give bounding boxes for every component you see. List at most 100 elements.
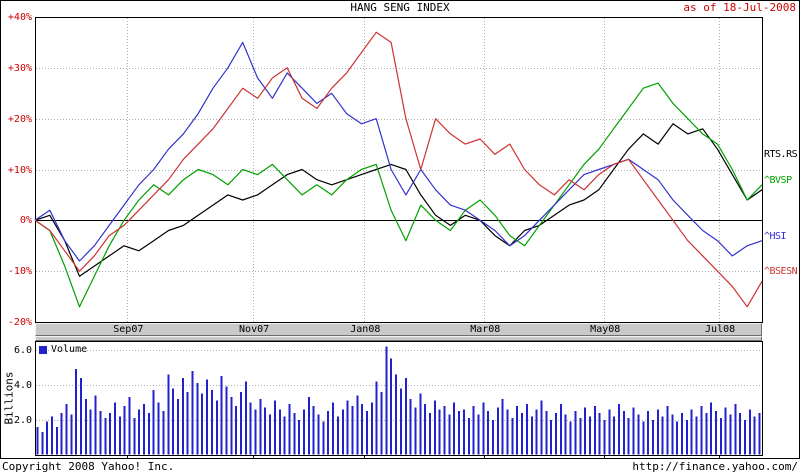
volume-bar (598, 412, 601, 455)
volume-bar (172, 388, 175, 455)
volume-bar (559, 404, 562, 455)
volume-bar (196, 383, 199, 455)
volume-bar (724, 407, 727, 455)
volume-bar (564, 414, 567, 455)
volume-bar (651, 419, 654, 455)
x-axis-label: Sep07 (113, 324, 144, 335)
volume-bar (535, 409, 538, 455)
volume-bar (239, 391, 242, 455)
volume-bar (618, 404, 621, 455)
volume-bar (302, 409, 305, 455)
volume-bar (540, 400, 543, 455)
chart-footer: Copyright 2008 Yahoo! Inc. http://financ… (2, 461, 798, 473)
series-line-^HSI (34, 41, 763, 262)
volume-bar (385, 346, 388, 455)
volume-bar (278, 409, 281, 455)
volume-bar (487, 411, 490, 455)
volume-bar (283, 416, 286, 455)
volume-bar (666, 405, 669, 455)
volume-bar (230, 397, 233, 455)
volume-bar (414, 407, 417, 455)
volume-bar (322, 421, 325, 455)
volume-bar (46, 421, 49, 455)
volume-bar (109, 412, 112, 455)
series-label-RTS.RS: RTS.RS (764, 149, 798, 161)
volume-y-axis-label: 4.0 (13, 379, 32, 391)
volume-bar (569, 421, 572, 455)
volume-y-axis-label: 6.0 (13, 344, 32, 356)
volume-bar (748, 409, 751, 455)
volume-bar (341, 409, 344, 455)
volume-bar (603, 419, 606, 455)
volume-bar (293, 412, 296, 455)
volume-bar (550, 419, 553, 455)
volume-legend: Volume (39, 345, 87, 355)
volume-bar (152, 390, 155, 455)
volume-bar (647, 411, 650, 455)
volume-bar (681, 412, 684, 455)
volume-bar (395, 374, 398, 455)
volume-bar (206, 379, 209, 455)
series-label-^BVSP: ^BVSP (764, 174, 792, 186)
volume-bar (84, 398, 87, 455)
volume-bar (530, 416, 533, 455)
volume-bar (671, 414, 674, 455)
volume-bar (191, 370, 194, 455)
volume-bar (264, 407, 267, 455)
series-line-RTS.RS (34, 123, 763, 277)
volume-bar (176, 398, 179, 455)
volume-bar (351, 405, 354, 455)
volume-bar (613, 416, 616, 455)
volume-bar (366, 411, 368, 455)
volume-bar (143, 404, 146, 455)
volume-bar (409, 398, 412, 455)
chart-title: HANG SENG INDEX (350, 1, 450, 14)
volume-bar (404, 377, 407, 455)
volume-bar (656, 409, 659, 455)
volume-bar (162, 411, 165, 455)
volume-bar (41, 432, 44, 455)
volume-bar (104, 418, 107, 455)
volume-bar (361, 404, 364, 455)
volume-bar (147, 412, 150, 455)
series-line-^BSESN (34, 31, 763, 308)
volume-bar (55, 426, 58, 455)
volume-bar (511, 418, 514, 455)
main-plot-frame (35, 17, 763, 323)
series-label-^BSESN: ^BSESN (764, 266, 798, 278)
volume-bar (399, 388, 402, 455)
volume-bar (695, 416, 698, 455)
y-axis-label: +20% (7, 113, 32, 125)
volume-bar (225, 386, 228, 455)
volume-bar (579, 418, 582, 455)
chart-header: HANG SENG INDEX as of 18-Jul-2008 (0, 2, 800, 15)
volume-bar (220, 376, 223, 455)
volume-bar (458, 411, 461, 455)
volume-bar (157, 402, 160, 455)
volume-bar (75, 369, 78, 455)
volume-bar (380, 391, 383, 455)
y-axis-label: +40% (7, 12, 32, 23)
volume-legend-label: Volume (51, 344, 88, 355)
volume-bar (753, 416, 756, 455)
volume-bar (705, 412, 708, 455)
volume-bar (729, 414, 732, 455)
volume-bar (588, 416, 591, 455)
volume-bar (288, 404, 291, 455)
volume-bar (443, 405, 446, 455)
volume-bar (429, 412, 431, 455)
volume-bar (525, 404, 528, 455)
volume-bar (492, 419, 495, 455)
volume-bar (210, 390, 213, 455)
volume-bar (370, 402, 373, 455)
volume-bar (555, 412, 558, 455)
volume-bar (138, 409, 141, 455)
y-axis-label: +10% (7, 164, 32, 176)
volume-bar (80, 377, 83, 455)
volume-bar (123, 405, 126, 455)
volume-bar (336, 416, 339, 455)
as-of-date: as of 18-Jul-2008 (683, 1, 796, 14)
volume-bar (632, 407, 635, 455)
